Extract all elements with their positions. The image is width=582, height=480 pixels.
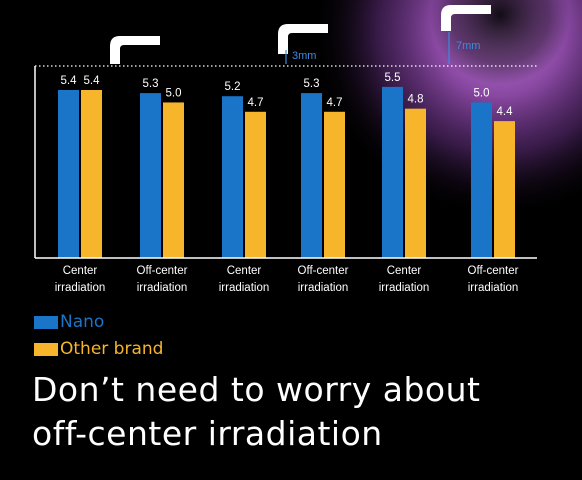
bar-other-brand bbox=[245, 111, 266, 259]
headline-line-1: Don’t need to worry about bbox=[32, 370, 481, 409]
data-label: 5.5 bbox=[385, 72, 401, 84]
light-guide-icon-3mm bbox=[278, 24, 328, 54]
x-tick-label-line: irradiation bbox=[54, 282, 106, 294]
x-tick-label: Center irradiation bbox=[359, 263, 449, 297]
bar-nano bbox=[382, 86, 403, 258]
light-guide-icon-7mm bbox=[441, 5, 491, 31]
distance-label: 3mm bbox=[292, 50, 316, 62]
legend-label-other-brand: Other brand bbox=[60, 339, 164, 359]
data-label: 5.2 bbox=[225, 81, 241, 93]
x-tick-label-line: Center bbox=[226, 265, 262, 277]
light-guide-icon-contact bbox=[110, 36, 160, 64]
x-tick-label-line: irradiation bbox=[378, 282, 430, 294]
data-label: 5.3 bbox=[304, 78, 320, 90]
data-label: 5.3 bbox=[143, 78, 159, 90]
bar-nano bbox=[222, 96, 243, 258]
headline-line-2: off-center irradiation bbox=[32, 414, 383, 453]
bar-nano bbox=[58, 90, 79, 258]
legend-swatch-other-brand bbox=[34, 342, 58, 356]
data-label: 4.4 bbox=[497, 106, 514, 118]
data-label: 5.4 bbox=[84, 75, 101, 87]
data-label: 4.8 bbox=[408, 94, 424, 106]
data-label: 4.7 bbox=[327, 97, 343, 109]
bar-other-brand bbox=[324, 111, 345, 259]
x-tick-label-line: Center bbox=[386, 265, 422, 277]
x-tick-label: Off-center irradiation bbox=[278, 263, 368, 297]
legend-label-nano: Nano bbox=[60, 312, 105, 332]
x-tick-label: Off-center irradiation bbox=[117, 263, 207, 297]
x-tick-label-line: irradiation bbox=[467, 282, 519, 294]
bar-other-brand bbox=[405, 108, 426, 259]
x-tick-label-line: irradiation bbox=[136, 282, 188, 294]
bar-nano bbox=[471, 102, 492, 258]
bar-other-brand bbox=[494, 121, 515, 258]
x-tick-label-line: Off-center bbox=[297, 265, 349, 277]
x-tick-label: Center irradiation bbox=[35, 263, 125, 297]
bar-other-brand bbox=[81, 90, 102, 258]
data-label: 5.4 bbox=[61, 75, 78, 87]
x-tick-label-line: irradiation bbox=[218, 282, 270, 294]
x-tick-label-line: Center bbox=[62, 265, 98, 277]
data-label: 4.7 bbox=[248, 97, 264, 109]
x-tick-label: Center irradiation bbox=[199, 263, 289, 297]
x-tick-label-line: Off-center bbox=[136, 265, 188, 277]
legend-swatch-nano bbox=[34, 315, 58, 329]
data-label: 5.0 bbox=[474, 87, 490, 99]
bar-nano bbox=[140, 93, 161, 258]
legend-item-other-brand: Other brand bbox=[34, 339, 163, 359]
bar-nano bbox=[301, 93, 322, 258]
x-tick-label-line: Off-center bbox=[467, 265, 519, 277]
bar-other-brand bbox=[163, 102, 184, 258]
x-tick-label-line: irradiation bbox=[297, 282, 349, 294]
distance-label: 7mm bbox=[456, 40, 480, 52]
legend-item-nano: Nano bbox=[34, 312, 104, 332]
data-label: 5.0 bbox=[166, 87, 182, 99]
x-tick-label: Off-center irradiation bbox=[448, 263, 538, 297]
headline: Don’t need to worry about off-center irr… bbox=[32, 368, 480, 456]
